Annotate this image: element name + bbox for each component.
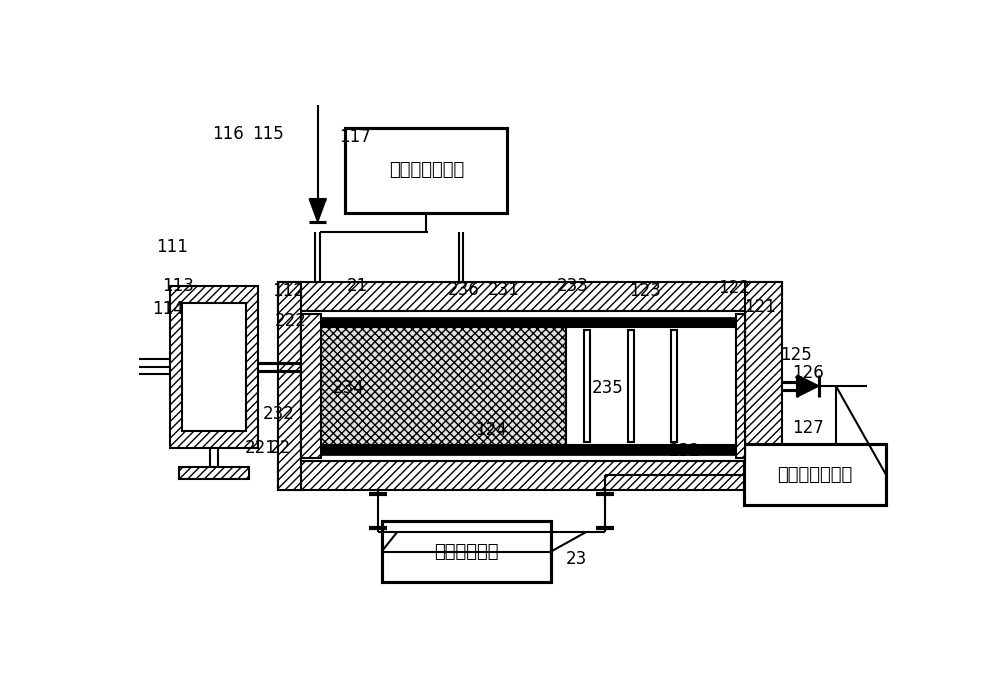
Bar [301,314,321,458]
Bar [179,467,249,479]
Text: 115: 115 [253,125,284,143]
Text: 234: 234 [333,379,364,398]
Bar [210,447,218,467]
Text: 122: 122 [718,279,750,297]
Bar [307,327,566,445]
Bar [736,314,745,458]
Text: 112: 112 [272,282,304,300]
Text: 第一压力采集器: 第一压力采集器 [389,162,464,179]
Bar [307,445,739,454]
Text: 116: 116 [212,125,243,143]
Bar [345,128,507,213]
Text: 111: 111 [156,239,188,256]
Bar [745,282,782,490]
Bar [278,460,782,490]
Text: 233: 233 [557,277,588,295]
Bar [671,330,677,442]
Bar [307,317,739,327]
Text: 124: 124 [475,421,507,439]
Text: 235: 235 [591,379,623,398]
Bar [301,311,745,460]
Text: 第二压力采集器: 第二压力采集器 [777,466,852,484]
Text: 114: 114 [152,300,183,318]
Bar [744,444,886,505]
Text: 232: 232 [262,406,294,424]
Bar [566,327,739,445]
Text: 围压控制系统: 围压控制系统 [434,543,499,561]
Text: 221: 221 [245,439,277,456]
Text: 127: 127 [792,419,824,437]
Text: 236: 236 [447,281,479,299]
Bar [278,282,782,311]
Text: 125: 125 [780,346,812,364]
Polygon shape [797,375,819,397]
Text: 231: 231 [487,281,519,299]
Text: 123: 123 [629,282,661,300]
Polygon shape [309,199,326,222]
Bar [170,286,258,447]
Text: 22: 22 [269,439,291,456]
Bar [182,303,246,430]
Text: 126: 126 [792,364,824,382]
Bar [584,330,590,442]
Text: 23: 23 [566,550,587,568]
Text: 117: 117 [339,128,371,146]
Text: 232: 232 [669,443,701,460]
Bar [278,282,301,490]
Text: 222: 222 [275,312,307,329]
Text: 21: 21 [346,277,368,295]
Bar [628,330,634,442]
Text: 121: 121 [745,297,776,316]
Text: 113: 113 [162,277,194,295]
Bar [382,521,551,582]
